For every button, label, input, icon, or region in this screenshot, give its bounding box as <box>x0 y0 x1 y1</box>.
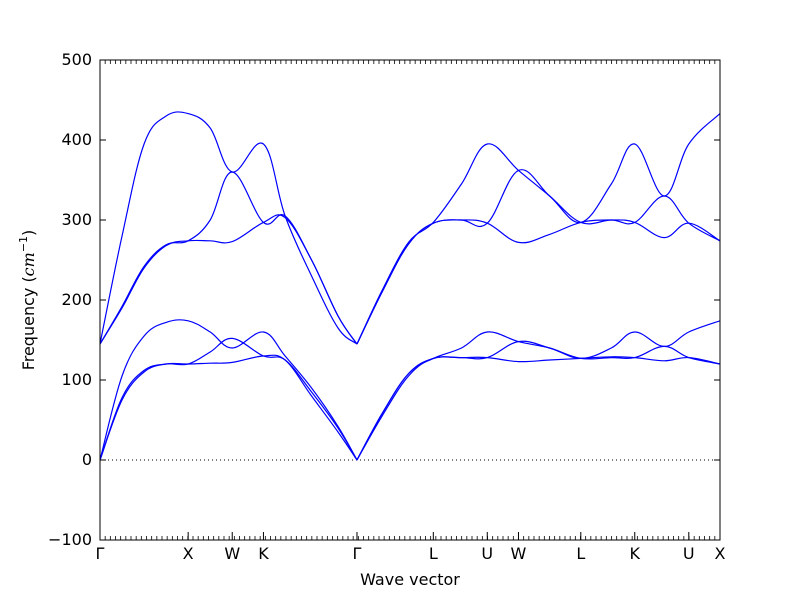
x-tick-label-6: U <box>481 544 493 563</box>
x-tick-label-5: L <box>429 544 438 563</box>
band-line-7 <box>356 356 720 461</box>
y-tick-label-3: 200 <box>61 290 92 309</box>
y-axis-title-exponent: −1 <box>17 236 30 252</box>
band-line-5 <box>100 171 358 345</box>
band-line-12 <box>356 113 720 345</box>
y-tick-label-1: 0 <box>82 450 92 469</box>
band-line-2 <box>100 337 358 461</box>
y-tick-label-5: 400 <box>61 130 92 149</box>
y-tick-label-2: 100 <box>61 370 92 389</box>
y-tick-label-0: −100 <box>48 530 92 549</box>
x-tick-label-4: Γ <box>353 544 362 563</box>
x-tick-label-1: X <box>183 544 194 563</box>
x-tick-label-9: K <box>630 544 641 563</box>
band-line-11 <box>356 169 720 345</box>
y-axis-title-unit: cm <box>19 252 38 276</box>
x-tick-label-3: K <box>258 544 269 563</box>
y-tick-label-6: 500 <box>61 50 92 69</box>
band-line-9 <box>356 320 720 461</box>
y-axis-title: Frequency (cm−1) <box>17 230 38 371</box>
x-tick-label-8: L <box>576 544 585 563</box>
x-tick-label-0: Γ <box>96 544 105 563</box>
y-tick-label-4: 300 <box>61 210 92 229</box>
y-axis-title-suffix: ) <box>19 230 38 236</box>
x-tick-label-2: W <box>224 544 240 563</box>
y-axis-title-prefix: Frequency ( <box>19 276 38 370</box>
bands-layer <box>100 111 720 461</box>
x-tick-label-11: X <box>715 544 726 563</box>
band-line-1 <box>100 354 358 461</box>
x-tick-label-7: W <box>511 544 527 563</box>
x-axis-title: Wave vector <box>360 570 460 589</box>
band-line-3 <box>100 319 358 461</box>
x-tick-label-10: U <box>683 544 695 563</box>
plot-frame <box>99 59 721 541</box>
band-line-6 <box>100 111 358 345</box>
